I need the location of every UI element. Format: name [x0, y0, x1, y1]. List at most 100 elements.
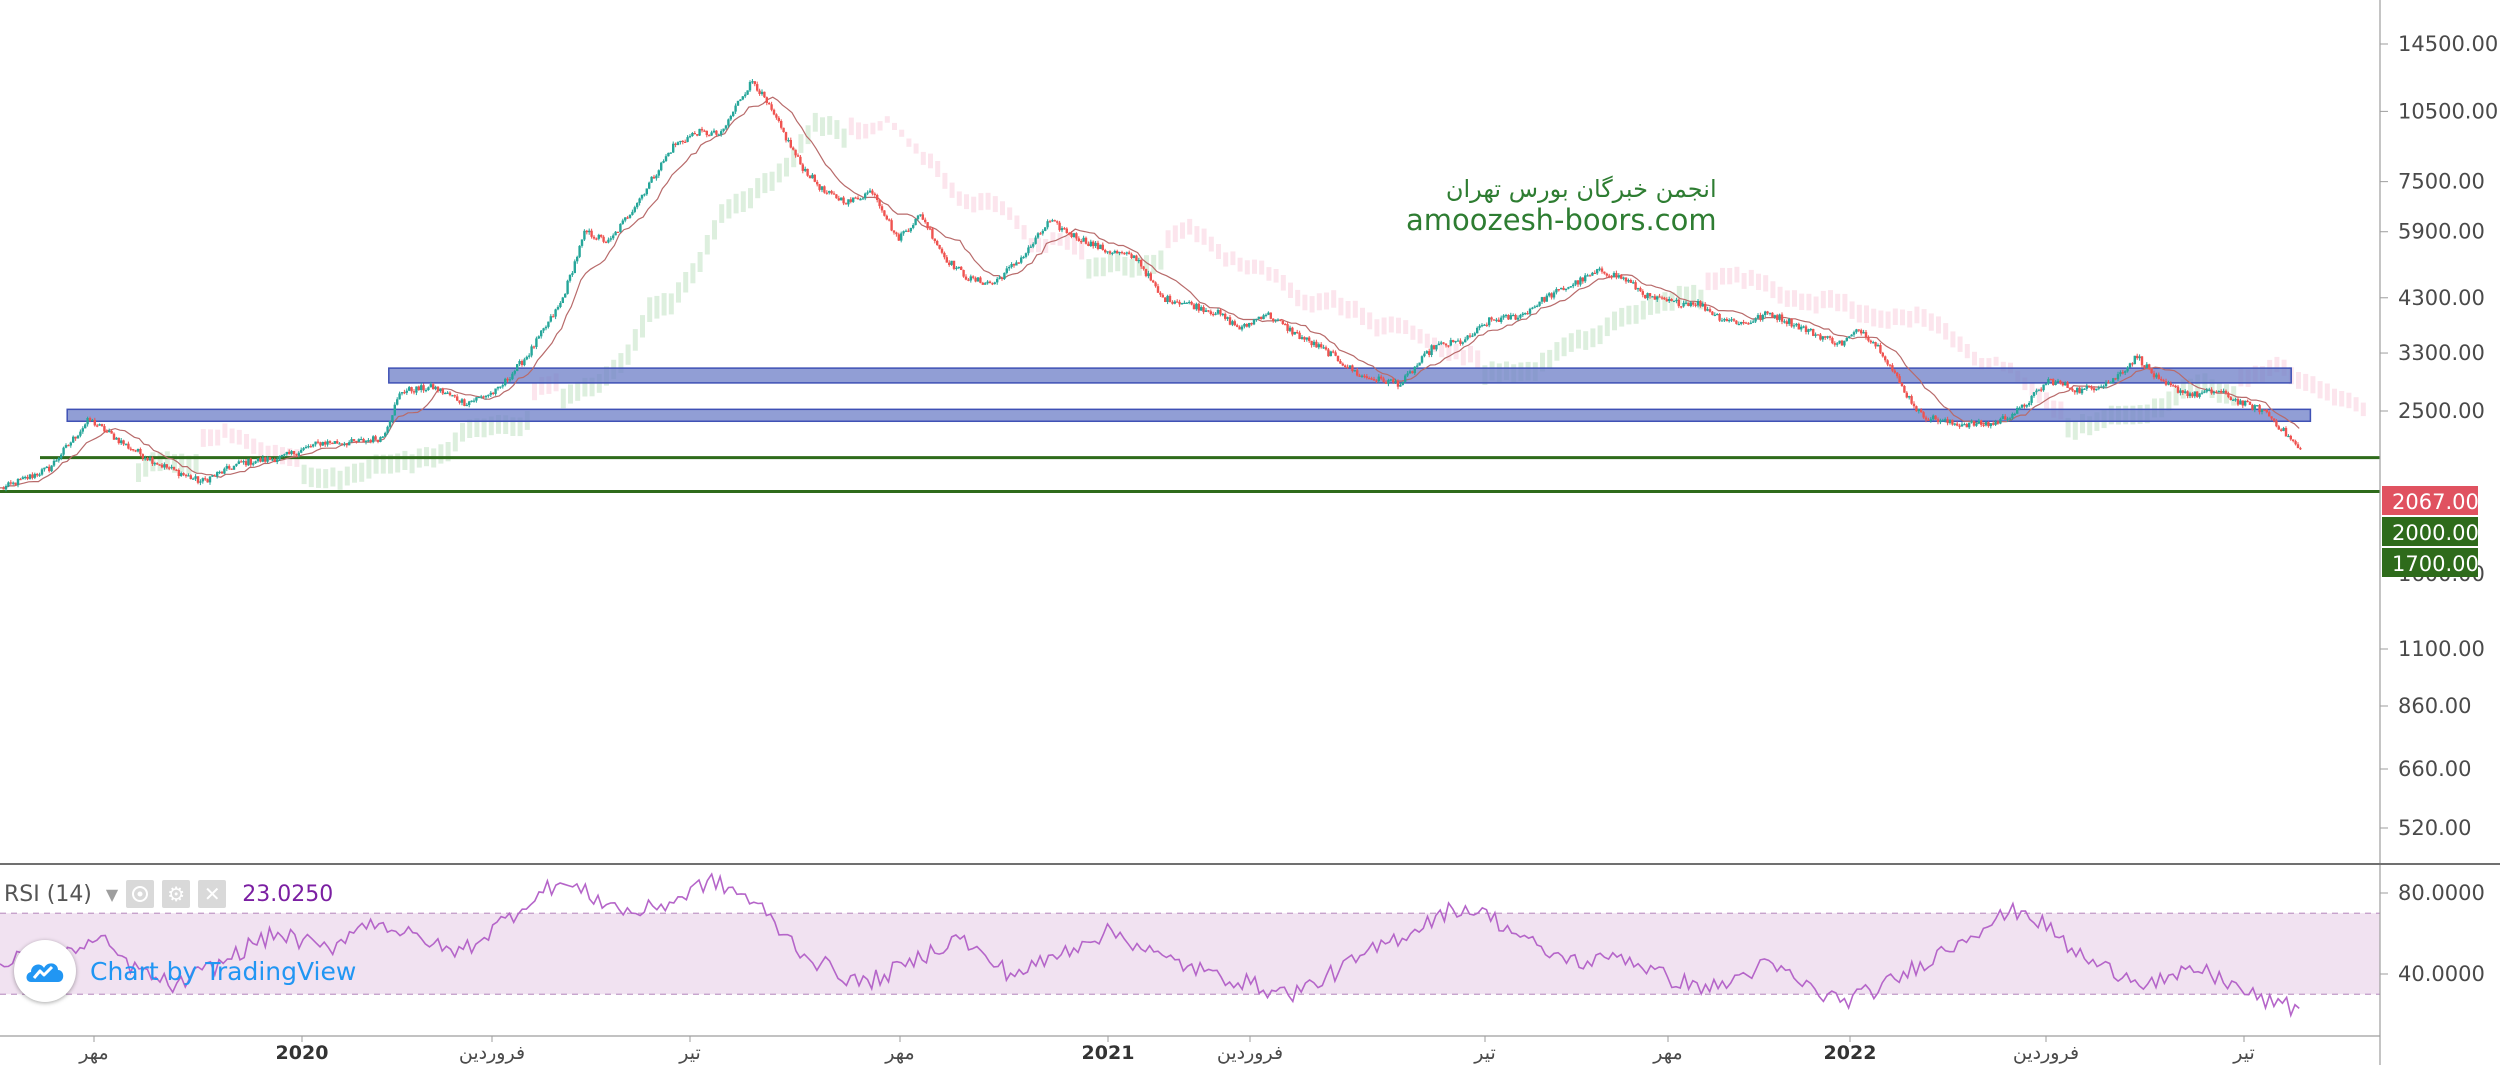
volume-bar — [1934, 833, 1936, 862]
candle — [2052, 379, 2055, 385]
candle — [1303, 337, 1306, 340]
candle — [1980, 420, 1983, 425]
volume-bar — [245, 829, 247, 862]
cloud-segment — [1756, 273, 1761, 290]
price-tick-label: 2500.00 — [2398, 399, 2485, 423]
volume-bar — [1805, 823, 1807, 862]
cloud-segment — [2152, 398, 2157, 418]
candle — [2258, 405, 2261, 413]
volume-bar — [703, 810, 705, 862]
volume-bar — [446, 837, 448, 862]
rsi-band — [0, 913, 2380, 995]
volume-bar — [1282, 830, 1284, 862]
cloud-segment — [971, 196, 977, 213]
volume-bar — [2249, 840, 2251, 863]
candle — [2172, 385, 2175, 387]
cloud-segment — [661, 293, 667, 316]
candle — [1711, 311, 1714, 315]
candle — [1183, 302, 1186, 304]
candle — [1936, 419, 1940, 422]
cloud-segment — [719, 204, 725, 223]
candle — [1524, 313, 1527, 315]
cloud-segment — [1410, 325, 1416, 340]
eye-icon[interactable] — [126, 880, 155, 908]
cloud-segment — [726, 199, 732, 219]
chevron-down-icon[interactable]: ▼ — [105, 884, 119, 904]
candle — [1116, 251, 1119, 254]
volume-bar — [828, 830, 830, 862]
settings-gear-icon[interactable]: ⚙ — [162, 880, 191, 908]
candle — [1094, 242, 1097, 247]
volume-bar — [1824, 825, 1826, 862]
cloud-segment — [1439, 342, 1445, 358]
candle — [1476, 327, 1479, 334]
volume-bar — [2177, 821, 2179, 862]
cloud-segment — [740, 191, 746, 212]
candle — [93, 419, 96, 426]
volume-bar — [530, 792, 532, 862]
candle — [552, 316, 555, 318]
volume-bar — [1598, 812, 1600, 862]
volume-bar — [492, 685, 494, 863]
volume-bar — [36, 828, 38, 862]
candle — [1272, 318, 1275, 321]
candle — [1797, 323, 1800, 330]
volume-bar — [1999, 742, 2001, 862]
volume-bar — [1565, 798, 1567, 862]
candle — [890, 220, 893, 231]
volume-bar — [1529, 815, 1531, 862]
volume-bar — [151, 811, 153, 862]
candle — [1742, 322, 1745, 324]
candle — [2155, 374, 2158, 378]
candle — [1300, 337, 1304, 339]
volume-bar — [451, 837, 453, 862]
cloud-segment — [928, 153, 933, 169]
candle — [261, 457, 264, 462]
volume-bar — [1090, 836, 1092, 862]
candle — [676, 142, 680, 145]
volume-bar — [110, 822, 112, 862]
volume-bar — [1061, 839, 1063, 862]
candle — [307, 446, 310, 448]
volume-bar — [1135, 825, 1137, 862]
cloud-segment — [1626, 305, 1632, 325]
candle — [360, 439, 363, 441]
candle — [1401, 381, 1404, 385]
cloud-segment — [1640, 300, 1646, 320]
volume-bar — [7, 832, 9, 862]
cloud-segment — [258, 442, 264, 459]
candle — [2025, 405, 2028, 407]
close-icon[interactable]: ✕ — [198, 880, 227, 908]
candle — [739, 99, 742, 101]
volume-bar — [1092, 841, 1094, 862]
cloud-segment — [1806, 293, 1812, 311]
volume-bar — [850, 821, 852, 862]
volume-bar — [523, 796, 525, 862]
volume-bar — [1891, 838, 1893, 862]
candle — [81, 428, 84, 432]
volume-bar — [953, 791, 955, 862]
tradingview-attribution[interactable]: Chart by TradingView — [14, 940, 356, 1002]
cloud-segment — [1165, 230, 1171, 249]
volume-bar — [2196, 812, 2198, 862]
candle — [1154, 282, 1157, 287]
candle — [933, 238, 936, 241]
volume-bar — [367, 837, 369, 862]
volume-bar — [1382, 814, 1384, 862]
candle — [1886, 360, 1889, 365]
volume-bar — [1260, 829, 1262, 862]
volume-bar — [1318, 827, 1320, 862]
candle — [604, 241, 608, 243]
candle — [1948, 419, 1952, 424]
candle — [828, 191, 831, 193]
candle — [1694, 304, 1697, 306]
volume-bar — [1018, 820, 1020, 862]
volume-bar — [449, 833, 451, 862]
candle — [602, 236, 605, 242]
candle — [674, 143, 677, 145]
volume-bar — [211, 837, 213, 863]
candle — [192, 478, 195, 480]
volume-bar — [1949, 820, 1951, 862]
candle — [655, 175, 658, 179]
